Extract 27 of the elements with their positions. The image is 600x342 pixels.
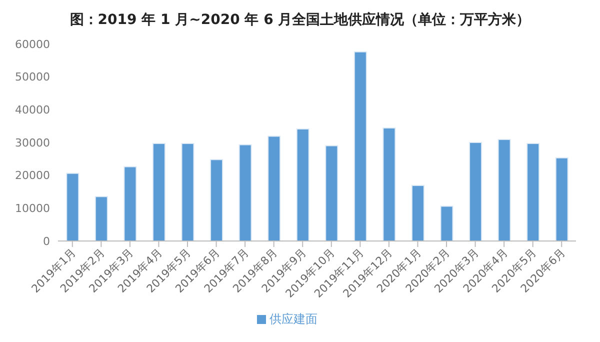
- y-tick-label: 60000: [15, 38, 50, 51]
- bar: [66, 172, 80, 241]
- chart-title: 图：2019 年 1 月~2020 年 6 月全国土地供应情况（单位：万平方米）: [68, 10, 532, 30]
- bar: [469, 142, 482, 241]
- y-tick-label: 40000: [15, 104, 50, 117]
- bar: [354, 51, 367, 241]
- y-tick-label: 10000: [15, 202, 50, 216]
- bar: [94, 196, 108, 241]
- bar: [152, 142, 166, 241]
- bar: [238, 144, 252, 241]
- bar: [382, 128, 396, 241]
- bar: [411, 185, 424, 241]
- bar: [210, 159, 224, 241]
- bar: [555, 157, 568, 241]
- y-tick-label: 50000: [15, 70, 50, 84]
- y-tick-label: 20000: [15, 169, 50, 182]
- y-tick-label: 0: [43, 234, 50, 248]
- bar: [325, 145, 338, 241]
- bar: [124, 166, 137, 241]
- bar: [440, 206, 454, 241]
- y-tick-label: 30000: [15, 136, 50, 150]
- bar: [268, 136, 281, 241]
- bar: [526, 142, 540, 241]
- bar: [498, 139, 511, 241]
- legend-label: 供应建面: [270, 312, 318, 326]
- bar: [181, 142, 194, 241]
- bar: [296, 128, 310, 241]
